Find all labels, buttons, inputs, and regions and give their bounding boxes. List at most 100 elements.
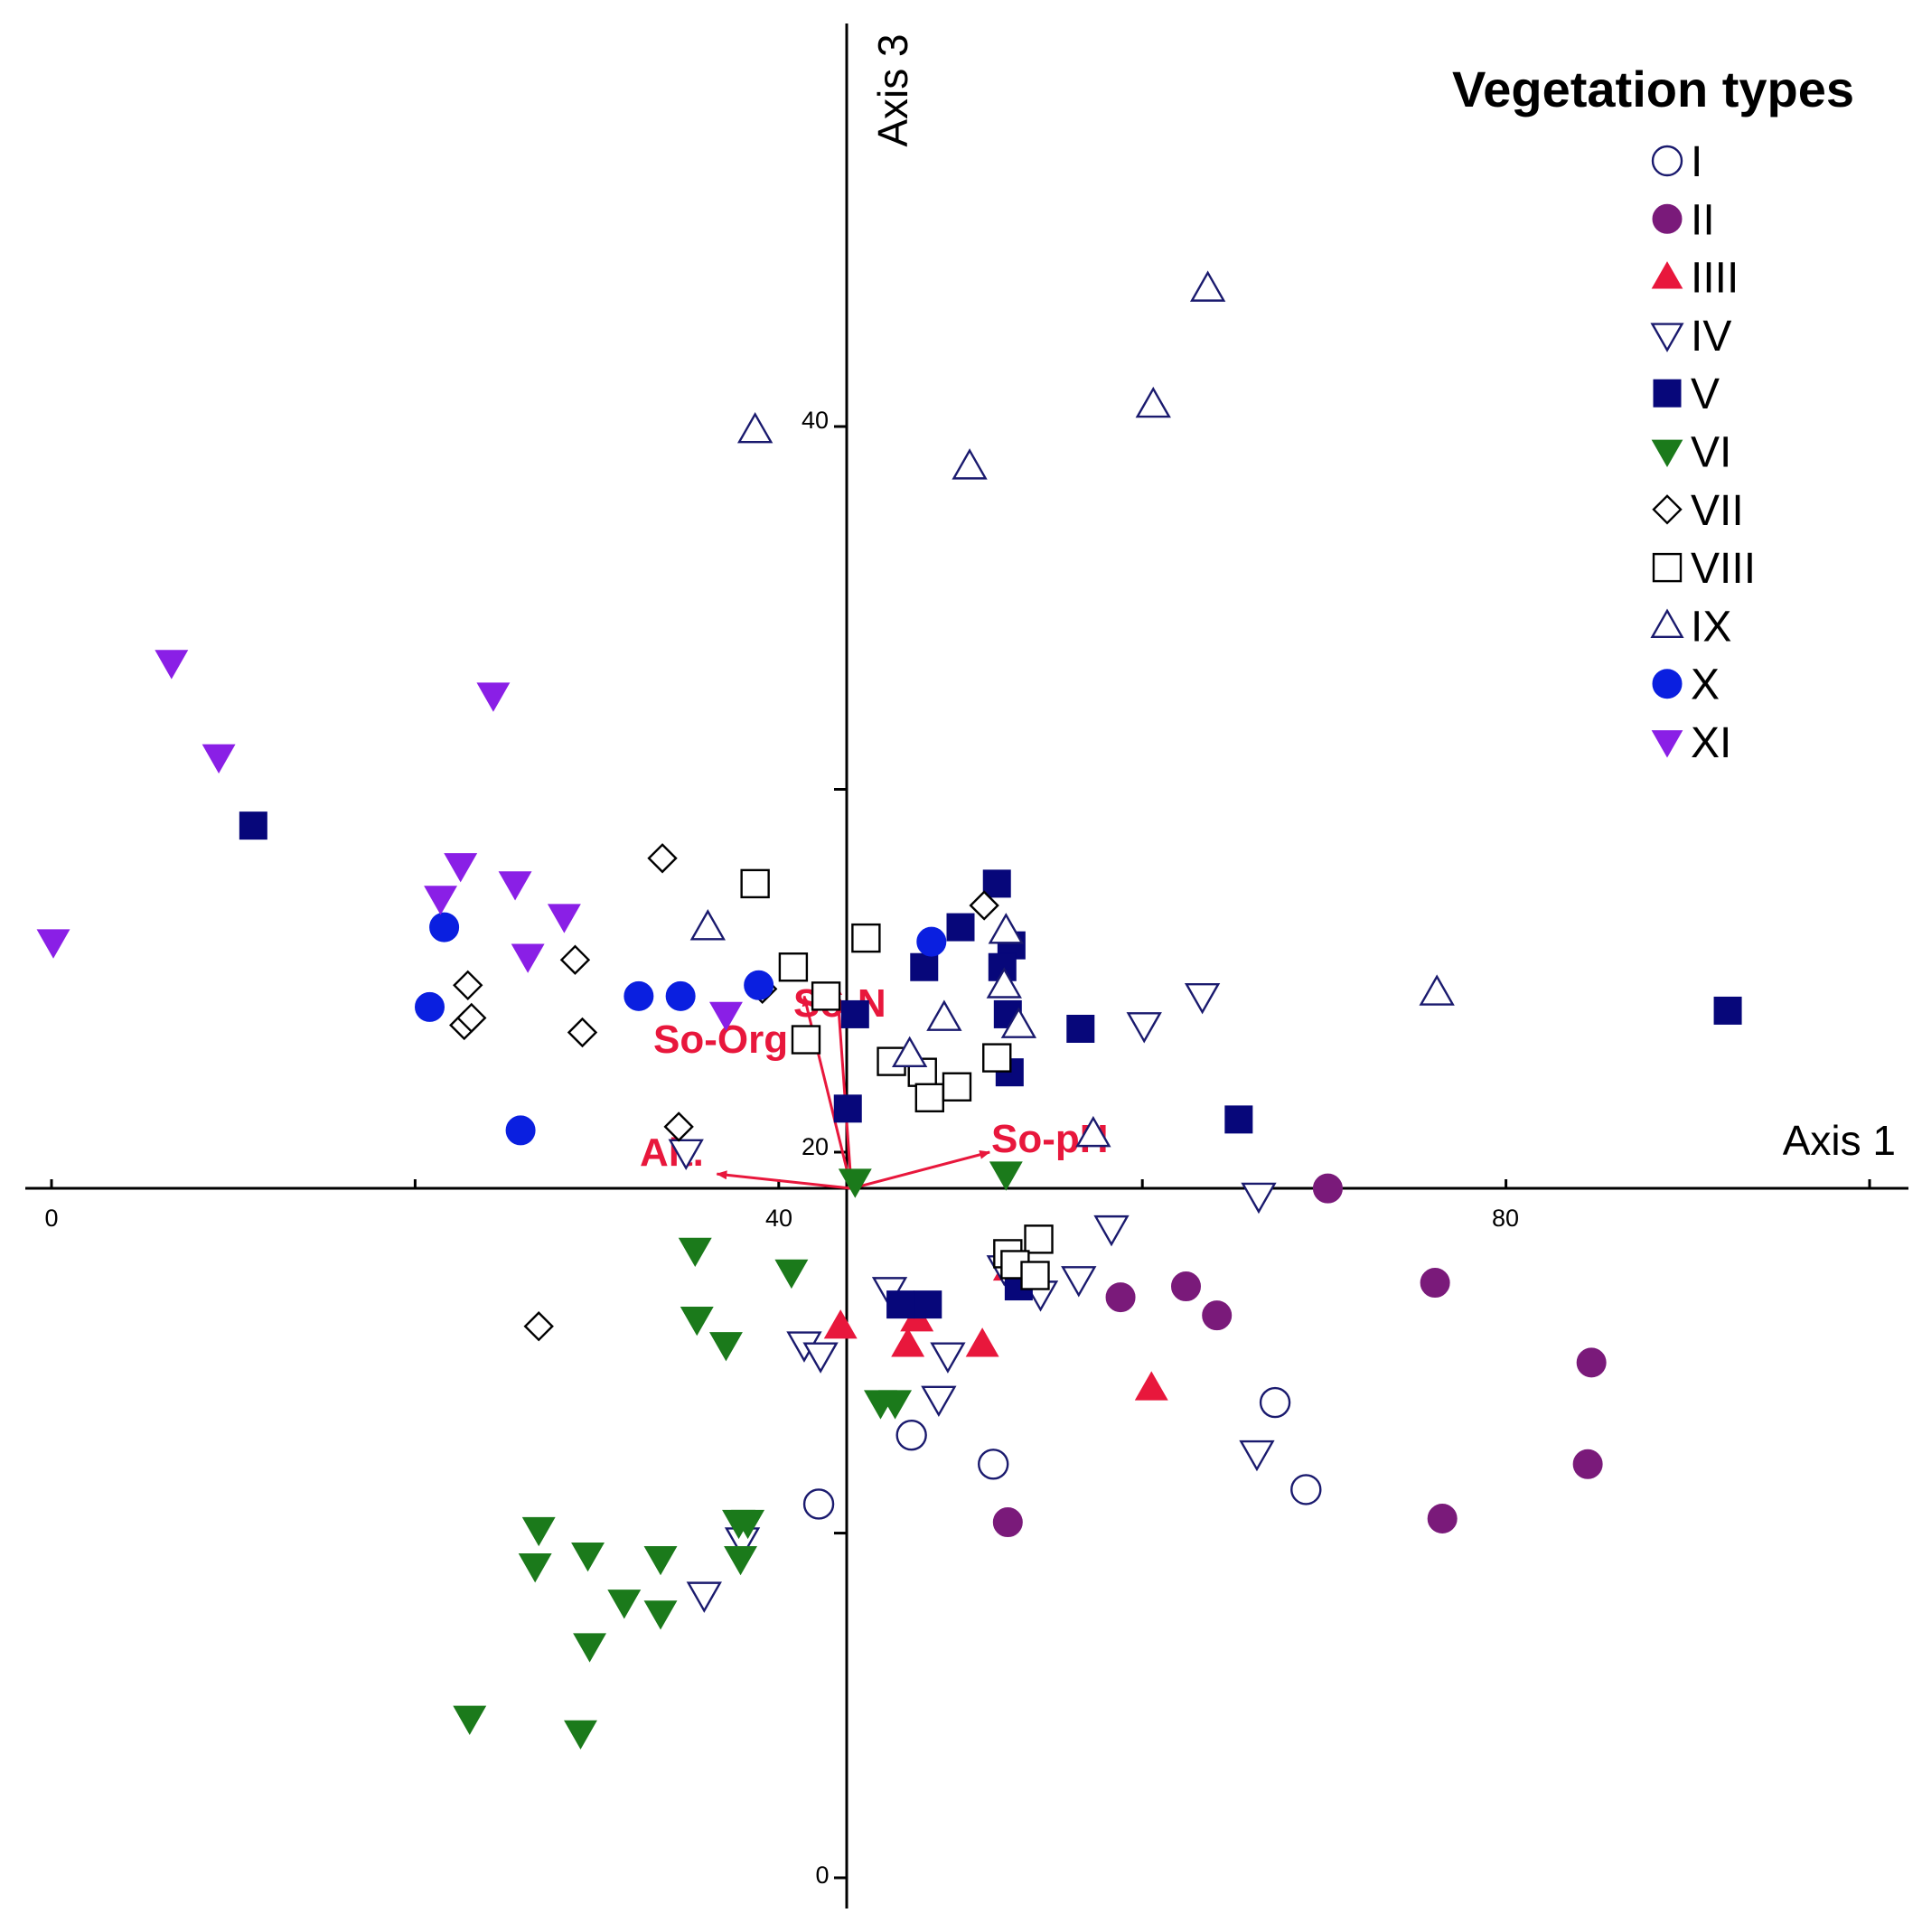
point-VIII — [1024, 1224, 1054, 1254]
point-X — [505, 1115, 536, 1146]
x-tick-label-40: 40 — [765, 1205, 792, 1232]
point-IV — [930, 1342, 966, 1374]
point-IX — [1000, 1007, 1037, 1038]
x-tick-label-0: 0 — [44, 1205, 58, 1232]
legend-marker-VII — [1652, 494, 1683, 525]
legend-marker-VIII — [1652, 552, 1683, 583]
point-X — [744, 970, 774, 1000]
series-IX — [689, 270, 1455, 1148]
point-VI — [678, 1237, 712, 1268]
point-V — [982, 869, 1011, 898]
point-VIII — [942, 1072, 972, 1102]
point-XI — [424, 886, 458, 915]
point-IX — [1419, 974, 1455, 1006]
point-XI — [511, 943, 545, 973]
legend-label-IIII: IIII — [1691, 255, 1739, 303]
legend-title: Vegetation types — [1452, 61, 1854, 117]
legend-marker-I — [1651, 145, 1683, 177]
point-VI — [838, 1168, 872, 1198]
point-XI — [202, 744, 236, 774]
point-VI — [680, 1306, 714, 1336]
point-XI — [444, 853, 478, 883]
point-IIII — [1134, 1371, 1168, 1401]
point-IIII — [823, 1309, 858, 1339]
point-V — [840, 999, 869, 1028]
point-VI — [864, 1390, 897, 1420]
series-V — [239, 811, 1742, 1319]
point-II — [1170, 1271, 1201, 1302]
point-XI — [547, 904, 581, 933]
point-X — [414, 991, 445, 1022]
point-VI — [724, 1545, 758, 1576]
legend-label-V: V — [1691, 370, 1720, 418]
legend-label-VIII: VIII — [1691, 545, 1756, 593]
legend-label-XI: XI — [1691, 719, 1731, 767]
point-V — [1713, 996, 1742, 1025]
point-VIII — [791, 1025, 821, 1055]
point-IV — [1184, 982, 1221, 1015]
series-VII — [449, 843, 999, 1342]
point-IX — [1135, 386, 1171, 418]
point-I — [978, 1449, 1009, 1480]
point-IIII — [891, 1327, 925, 1357]
point-VII — [567, 1017, 598, 1048]
point-VI — [518, 1553, 552, 1583]
point-VII — [647, 843, 678, 874]
point-IX — [736, 411, 773, 444]
axis-ticks — [50, 425, 1871, 1880]
point-IX — [926, 999, 962, 1031]
point-VIII — [982, 1043, 1012, 1073]
y-tick-label-40: 40 — [802, 407, 829, 434]
point-XI — [36, 929, 70, 959]
point-IX — [891, 1036, 928, 1067]
point-X — [916, 926, 947, 957]
legend-marker-IIII — [1651, 261, 1683, 289]
legend: Vegetation types IIIIIIIIVVVIVIIVIIIIXXX… — [1452, 61, 1854, 767]
point-VIII — [811, 981, 841, 1011]
point-VII — [456, 1002, 487, 1034]
point-X — [665, 980, 696, 1011]
point-V — [914, 1290, 942, 1319]
point-IV — [1241, 1182, 1277, 1215]
point-VI — [573, 1633, 607, 1663]
y-axis-title: Axis 3 — [869, 33, 916, 146]
point-IV — [1061, 1266, 1097, 1298]
vector-arrow-so-n — [832, 984, 853, 1189]
point-V — [1224, 1105, 1253, 1134]
point-VII — [523, 1311, 554, 1342]
point-VII — [559, 944, 591, 975]
legend-marker-X — [1652, 669, 1683, 699]
point-VI — [453, 1705, 487, 1735]
point-IIII — [965, 1327, 999, 1357]
series-VI — [453, 1161, 1023, 1750]
point-II — [1576, 1347, 1607, 1378]
point-VI — [607, 1590, 642, 1619]
legend-marker-II — [1652, 203, 1683, 234]
point-I — [895, 1419, 927, 1451]
point-VII — [453, 970, 483, 1001]
point-IV — [686, 1581, 722, 1613]
point-IX — [988, 913, 1024, 944]
point-VI — [643, 1600, 678, 1630]
point-II — [1312, 1173, 1343, 1204]
point-V — [239, 811, 267, 840]
point-I — [1259, 1386, 1291, 1419]
point-VIII — [914, 1083, 944, 1112]
point-V — [1066, 1014, 1095, 1043]
series-X — [414, 912, 947, 1146]
series-I — [802, 1386, 1322, 1520]
point-I — [1290, 1474, 1322, 1505]
y-tick-label-0: 0 — [815, 1862, 829, 1889]
point-XI — [708, 1001, 743, 1032]
y-tick-label-20: 20 — [802, 1133, 829, 1160]
point-IV — [1126, 1012, 1162, 1044]
point-IV — [668, 1139, 704, 1171]
legend-label-X: X — [1691, 661, 1720, 709]
point-IX — [986, 967, 1022, 999]
point-II — [1202, 1300, 1233, 1331]
point-VI — [564, 1720, 597, 1750]
point-IX — [689, 909, 726, 941]
legend-label-IX: IX — [1691, 603, 1731, 651]
